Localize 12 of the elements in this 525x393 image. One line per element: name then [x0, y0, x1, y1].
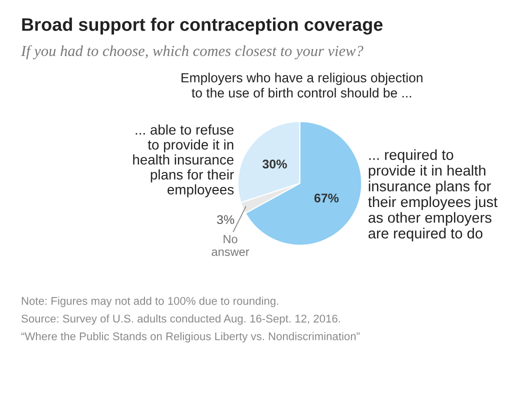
text: Employers who have a religious objection to the use of birth control should be ...	[182, 72, 422, 98]
slice-label: No answer	[212, 235, 250, 256]
chart-subtitle: If you had to choose, which comes closest to your view?	[20, 45, 364, 60]
slice-label: ... required to provide it in health insurance plans for their employees just as other employers are required to do	[368, 149, 498, 242]
slice-label: ... able to refuse to provide it in health insurance plans for their employees	[133, 124, 234, 198]
text: “Where the Public Stands on Religious Liberty vs. Nondiscrimination”	[21, 332, 360, 342]
source-note: Source: Survey of U.S. adults conducted Aug. 16-Sept. 12, 2016.	[22, 314, 340, 325]
text: Note: Figures may not add to 100% due to rounding.	[22, 296, 278, 308]
chart-title: Broad support for contraception coverage	[22, 18, 383, 35]
data-label: 67%	[314, 194, 339, 202]
data-label: 30%	[262, 160, 287, 169]
data-label: 3%	[217, 215, 234, 224]
